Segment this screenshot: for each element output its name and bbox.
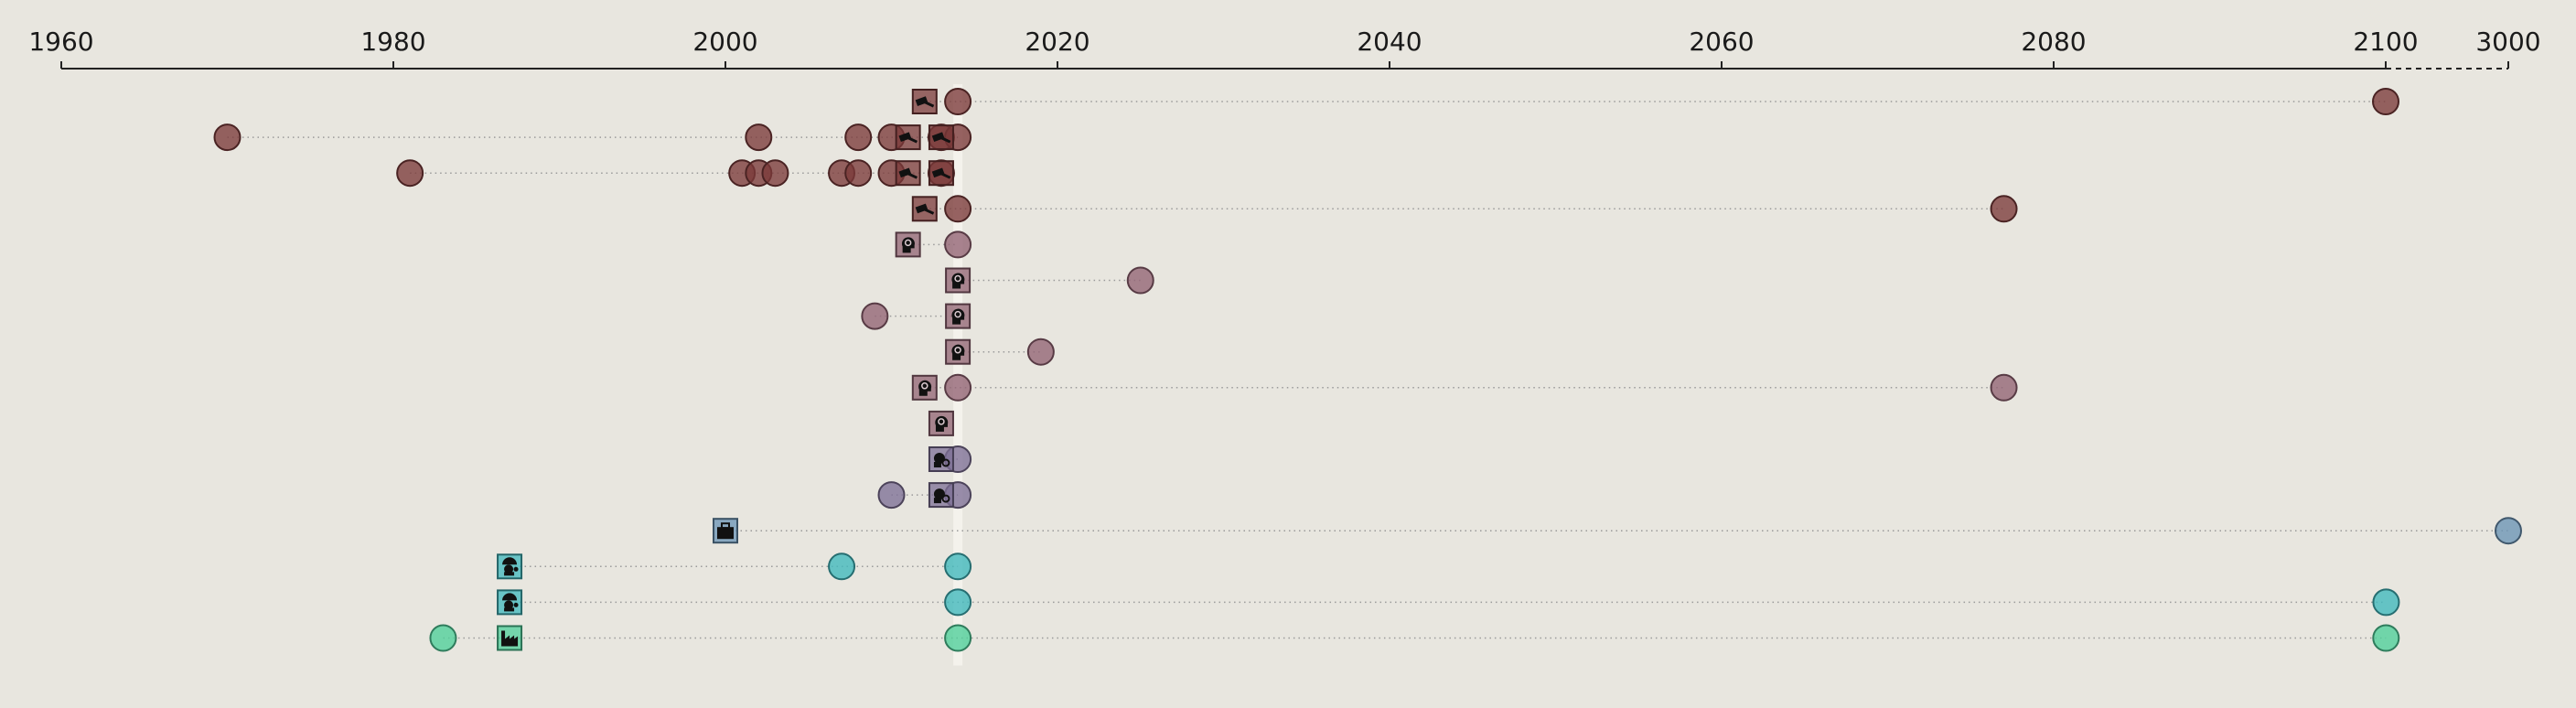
gavel-icon xyxy=(895,160,921,187)
timeline-row xyxy=(928,410,954,436)
data-point xyxy=(2495,517,2522,545)
timeline-row xyxy=(911,373,2018,402)
head-icon xyxy=(945,338,971,365)
head-icon xyxy=(895,231,921,258)
data-point xyxy=(1990,373,2018,402)
data-point xyxy=(944,588,972,617)
data-point xyxy=(944,624,972,652)
data-point xyxy=(2372,88,2399,115)
timeline-row xyxy=(497,588,2400,617)
data-point xyxy=(2372,624,2400,652)
gavel-icon xyxy=(895,124,921,151)
head-icon xyxy=(945,267,971,294)
x-tick-label: 2020 xyxy=(1025,27,1089,57)
timeline-row xyxy=(928,445,972,473)
data-point xyxy=(944,373,972,402)
gavel-icon xyxy=(911,89,938,114)
timeline-row xyxy=(877,481,972,510)
data-point xyxy=(944,231,972,259)
gear-head-icon xyxy=(928,446,954,472)
data-point xyxy=(844,123,873,152)
x-axis: 1960 1980 2000 2020 2040 2060 2080 2100 3000 xyxy=(28,27,2541,70)
x-tick-label: 1980 xyxy=(360,27,425,57)
timeline-row xyxy=(429,624,2400,652)
worker-icon xyxy=(497,589,523,616)
data-point xyxy=(877,481,906,510)
timeline-row xyxy=(895,231,972,259)
data-point xyxy=(844,159,873,188)
data-point xyxy=(429,624,457,652)
data-point xyxy=(944,195,972,223)
data-point xyxy=(745,123,773,152)
briefcase-icon xyxy=(713,518,738,544)
timeline-row xyxy=(911,88,2399,115)
gavel-icon xyxy=(928,124,954,151)
timeline-row xyxy=(861,302,971,330)
data-point xyxy=(1026,338,1055,366)
factory-icon xyxy=(497,625,523,651)
x-tick-label: 2000 xyxy=(692,27,757,57)
x-tick-label: 2040 xyxy=(1357,27,1422,57)
head-icon xyxy=(945,303,971,329)
data-point xyxy=(2372,588,2400,617)
data-point xyxy=(761,159,789,188)
x-tick-label: 1960 xyxy=(28,27,93,57)
timeline-row xyxy=(911,195,2018,223)
data-point xyxy=(1990,195,2018,223)
data-point xyxy=(861,302,889,330)
data-point xyxy=(213,123,242,152)
data-point xyxy=(828,552,856,581)
x-tick-label: 2080 xyxy=(2021,27,2086,57)
data-point xyxy=(944,552,972,581)
timeline-row xyxy=(497,552,972,581)
x-tick-label: 2100 xyxy=(2353,27,2418,57)
timeline-row xyxy=(945,266,1154,295)
data-rows xyxy=(213,88,2522,652)
x-tick-label: 2060 xyxy=(1689,27,1754,57)
head-icon xyxy=(911,374,938,401)
data-point xyxy=(396,159,424,188)
timeline-row xyxy=(213,123,972,152)
gavel-icon xyxy=(928,160,954,187)
gavel-icon xyxy=(911,196,938,222)
timeline-row xyxy=(945,338,1055,366)
data-point xyxy=(1126,266,1154,295)
head-icon xyxy=(928,410,954,436)
x-tick-label: 3000 xyxy=(2475,27,2540,57)
timeline-row xyxy=(396,159,955,188)
data-point xyxy=(944,88,972,115)
worker-icon xyxy=(497,553,523,580)
gear-head-icon xyxy=(928,482,954,509)
timeline-row xyxy=(713,517,2522,545)
